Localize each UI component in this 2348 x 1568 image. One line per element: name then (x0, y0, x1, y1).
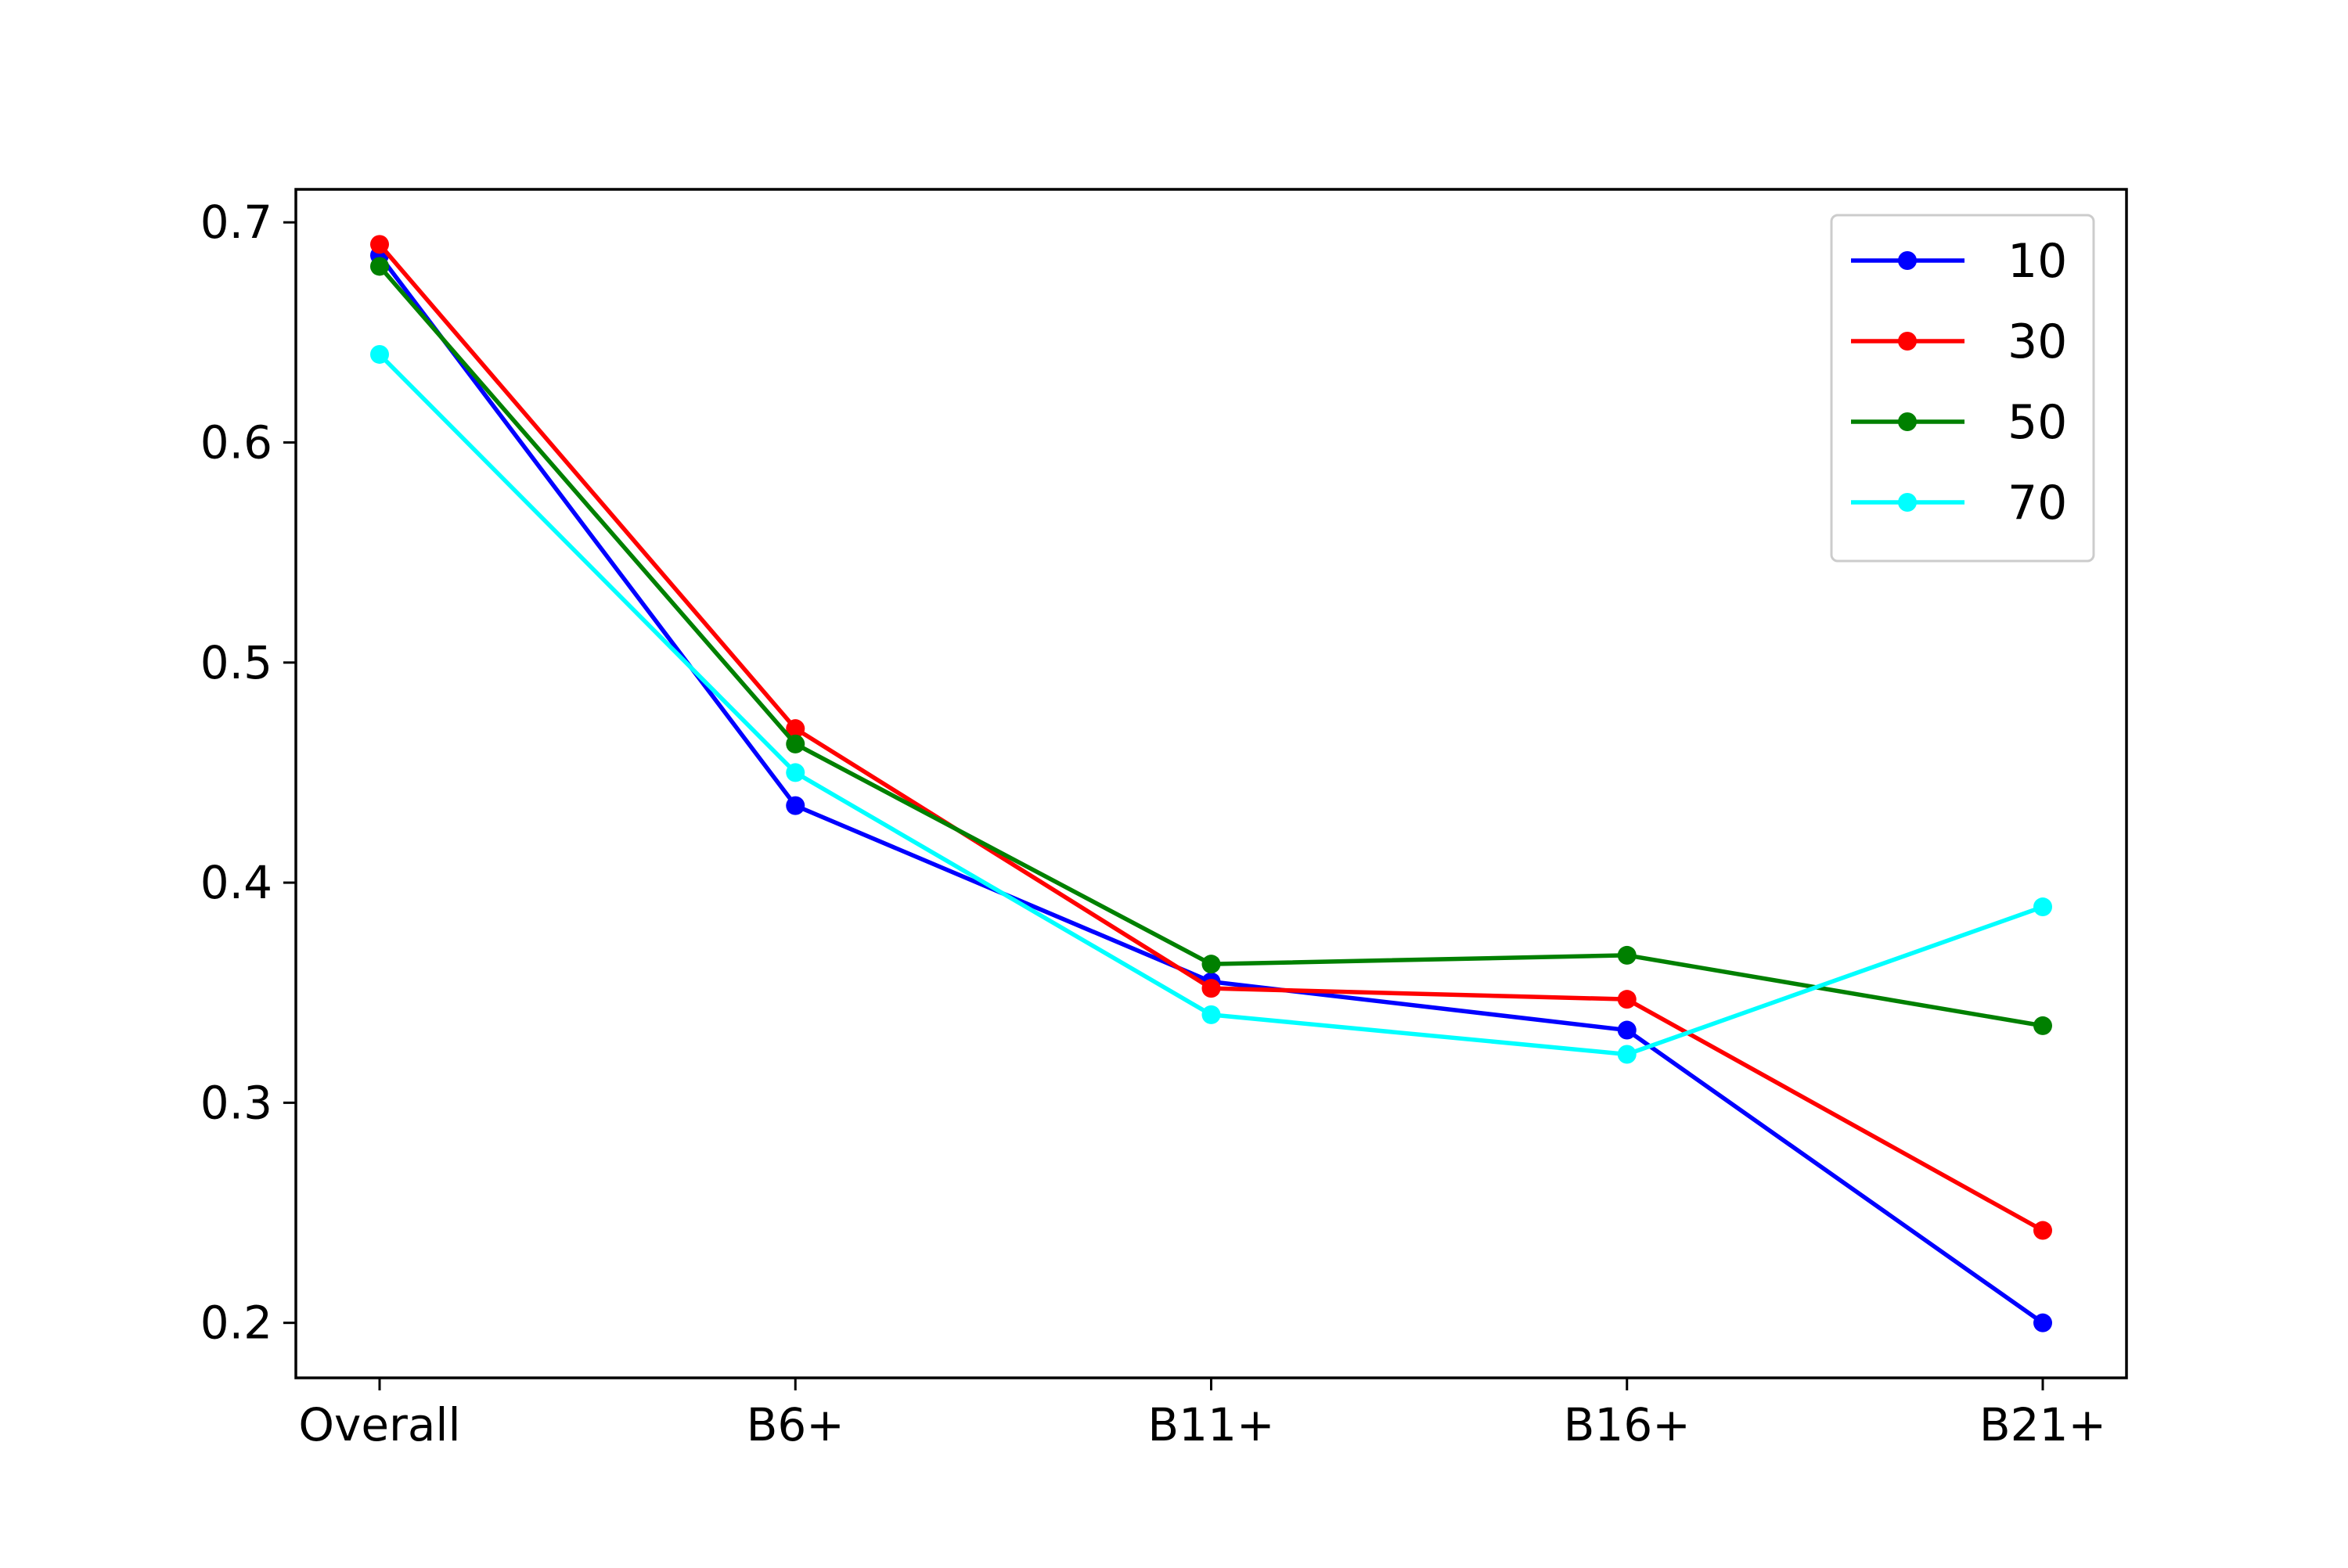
legend-item: 50 (1851, 395, 2067, 450)
y-tick-label: 0.7 (200, 196, 272, 249)
legend-marker (1898, 332, 1917, 351)
series-30 (370, 235, 2052, 1240)
legend-marker (1898, 251, 1917, 270)
x-tick-label: B21+ (1979, 1398, 2106, 1451)
y-axis: 0.2 0.3 0.4 0.5 0.6 0.7 (200, 196, 296, 1350)
series-line (376, 351, 2046, 1057)
data-point (370, 257, 389, 276)
x-tick-label: B16+ (1564, 1398, 1691, 1451)
data-point (786, 734, 805, 753)
series-line (376, 241, 2046, 1234)
data-point (370, 235, 389, 254)
y-tick-label: 0.6 (200, 415, 272, 469)
data-point (786, 763, 805, 782)
legend-label: 50 (2008, 395, 2067, 450)
legend-item: 10 (1851, 234, 2067, 289)
legend: 10 30 50 70 (1830, 214, 2095, 563)
legend-item: 30 (1851, 315, 2067, 369)
data-point (786, 796, 805, 815)
data-point (370, 344, 389, 364)
legend-marker (1898, 493, 1917, 512)
x-axis: Overall B6+ B11+ B16+ B21+ (298, 1378, 2106, 1451)
legend-label: 30 (2008, 315, 2067, 369)
y-tick-label: 0.5 (200, 636, 272, 689)
series-10 (370, 246, 2052, 1332)
data-point (1201, 955, 1221, 974)
series-70 (370, 344, 2052, 1064)
x-tick-label: B11+ (1147, 1398, 1274, 1451)
series-layer (370, 235, 2052, 1332)
data-point (786, 719, 805, 739)
data-point (1201, 1005, 1221, 1024)
data-point (1617, 1020, 1637, 1040)
data-point (2033, 1016, 2052, 1035)
y-tick-label: 0.2 (200, 1296, 272, 1350)
series-50 (370, 257, 2052, 1035)
x-tick-label: B6+ (747, 1398, 844, 1451)
data-point (2033, 897, 2052, 917)
data-point (1201, 979, 1221, 998)
x-tick-label: Overall (298, 1398, 460, 1451)
data-point (1617, 990, 1637, 1009)
series-line (376, 252, 2046, 1326)
data-point (1617, 1045, 1637, 1064)
legend-label: 10 (2008, 234, 2067, 289)
data-point (1617, 945, 1637, 965)
legend-marker (1898, 412, 1917, 431)
legend-box (1830, 214, 2095, 563)
legend-item: 70 (1851, 476, 2067, 530)
data-point (2033, 1221, 2052, 1240)
series-line (376, 263, 2046, 1029)
y-tick-label: 0.4 (200, 856, 272, 909)
y-tick-label: 0.3 (200, 1076, 272, 1129)
data-point (2033, 1313, 2052, 1332)
legend-label: 70 (2008, 476, 2067, 530)
